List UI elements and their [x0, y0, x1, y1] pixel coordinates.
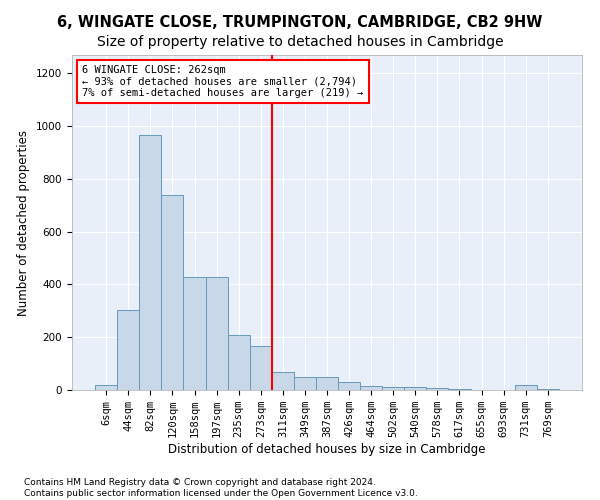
Text: Size of property relative to detached houses in Cambridge: Size of property relative to detached ho… [97, 35, 503, 49]
Bar [272, 372, 294, 390]
Bar [382, 388, 404, 390]
Bar [117, 310, 139, 390]
Bar [184, 276, 206, 390]
Bar [404, 388, 427, 390]
X-axis label: Distribution of detached houses by size in Cambridge: Distribution of detached houses by size … [168, 443, 486, 456]
Bar [448, 388, 470, 390]
Text: 6 WINGATE CLOSE: 262sqm
← 93% of detached houses are smaller (2,794)
7% of semi-: 6 WINGATE CLOSE: 262sqm ← 93% of detache… [82, 65, 364, 98]
Bar [294, 377, 316, 390]
Bar [206, 276, 227, 390]
Bar [360, 386, 382, 390]
Y-axis label: Number of detached properties: Number of detached properties [17, 130, 31, 316]
Bar [338, 382, 360, 390]
Text: Contains HM Land Registry data © Crown copyright and database right 2024.
Contai: Contains HM Land Registry data © Crown c… [24, 478, 418, 498]
Bar [537, 388, 559, 390]
Bar [427, 388, 448, 390]
Bar [316, 377, 338, 390]
Bar [95, 384, 117, 390]
Bar [139, 136, 161, 390]
Bar [515, 384, 537, 390]
Bar [250, 346, 272, 390]
Bar [161, 195, 184, 390]
Bar [227, 334, 250, 390]
Text: 6, WINGATE CLOSE, TRUMPINGTON, CAMBRIDGE, CB2 9HW: 6, WINGATE CLOSE, TRUMPINGTON, CAMBRIDGE… [58, 15, 542, 30]
